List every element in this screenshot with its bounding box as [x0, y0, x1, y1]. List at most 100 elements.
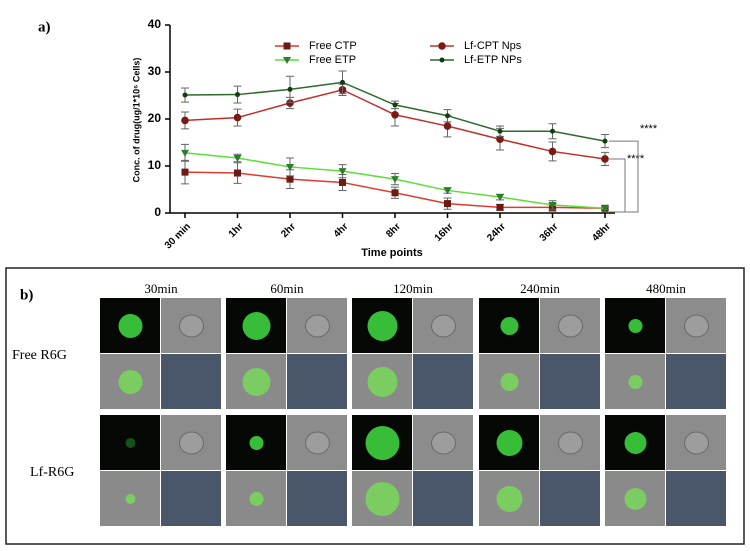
cell-outline — [431, 431, 456, 455]
marker — [601, 205, 609, 213]
empty-tile — [161, 471, 221, 526]
merged-cell — [628, 375, 643, 389]
marker — [439, 57, 445, 63]
fluorescent-cell — [628, 319, 643, 333]
panel-frame — [5, 267, 745, 545]
fluorescent-cell — [367, 311, 398, 341]
fluorescent-cell — [242, 312, 271, 340]
marker — [443, 187, 452, 195]
legend-label: Lf-CPT Nps — [464, 40, 522, 52]
merged-cell — [624, 488, 647, 510]
row-label: Lf-R6G — [30, 465, 74, 480]
empty-tile — [413, 354, 473, 409]
marker — [283, 57, 291, 64]
marker — [548, 202, 557, 210]
empty-tile — [666, 471, 726, 526]
x-tick-label: 1hr — [227, 221, 246, 240]
x-tick-label: 2hr — [279, 221, 298, 240]
marker — [550, 128, 555, 134]
cell-outline — [558, 431, 583, 455]
column-label: 240min — [520, 281, 560, 296]
empty-tile — [540, 354, 600, 409]
annotation: **** — [627, 153, 645, 165]
empty-tile — [666, 354, 726, 409]
x-tick-label: 16hr — [433, 221, 456, 244]
marker — [445, 113, 450, 119]
fluorescent-cell — [496, 430, 523, 456]
fluorescent-cell — [500, 317, 519, 335]
cell-outline — [305, 431, 330, 455]
cell-outline — [179, 314, 204, 338]
marker — [181, 149, 189, 157]
merged-cell — [249, 492, 264, 506]
marker — [286, 175, 294, 183]
marker — [287, 86, 293, 92]
marker — [283, 42, 291, 50]
x-tick-label: 8hr — [384, 221, 403, 240]
marker — [286, 163, 294, 171]
marker — [338, 168, 347, 176]
fluorescent-cell — [118, 314, 143, 338]
x-axis-label: Time points — [361, 247, 423, 259]
panel-label: b) — [20, 287, 33, 303]
marker — [181, 116, 189, 125]
y-axis-label: Conc. of drug(ug/1*10⁶ Cells) — [131, 58, 141, 183]
marker — [602, 138, 608, 144]
fluorescent-cell — [624, 432, 647, 454]
marker — [496, 203, 504, 211]
empty-tile — [540, 471, 600, 526]
legend-label: Lf-ETP NPs — [464, 54, 522, 66]
cell-outline — [179, 431, 204, 455]
row-label: Free R6G — [12, 348, 67, 363]
legend-label: Free CTP — [309, 40, 357, 52]
y-tick-label: 0 — [154, 205, 161, 219]
panel-label: a) — [38, 19, 51, 35]
empty-tile — [161, 354, 221, 409]
merged-cell — [125, 494, 136, 504]
marker — [340, 79, 345, 85]
marker — [496, 135, 504, 144]
fluorescent-cell — [365, 426, 400, 460]
marker — [233, 155, 242, 163]
marker — [444, 200, 451, 208]
marker — [233, 113, 242, 122]
cell-outline — [558, 314, 583, 338]
significance-bracket — [609, 140, 639, 213]
empty-tile — [413, 471, 473, 526]
column-label: 120min — [393, 281, 433, 296]
marker — [391, 176, 399, 184]
merged-cell — [118, 370, 143, 394]
cell-outline — [431, 314, 456, 338]
column-label: 30min — [144, 281, 178, 296]
column-label: 60min — [270, 281, 304, 296]
marker — [497, 128, 503, 134]
x-tick-label: 24hr — [485, 221, 508, 244]
y-tick-label: 10 — [148, 158, 162, 172]
x-tick-label: 36hr — [538, 221, 561, 244]
empty-tile — [287, 354, 347, 409]
x-tick-label: 30 min — [163, 221, 193, 251]
cell-outline — [684, 431, 709, 455]
marker — [548, 147, 557, 156]
legend-label: Free ETP — [309, 54, 356, 66]
fluorescent-cell — [249, 436, 264, 450]
y-tick-label: 30 — [148, 64, 162, 78]
merged-cell — [500, 373, 519, 391]
cell-outline — [305, 314, 330, 338]
marker — [601, 155, 609, 163]
marker — [443, 122, 452, 130]
y-tick-label: 20 — [148, 111, 162, 125]
fluorescent-cell — [125, 438, 136, 448]
marker — [235, 92, 240, 98]
marker — [391, 110, 399, 119]
x-tick-label: 4hr — [332, 221, 351, 240]
marker — [339, 178, 346, 186]
cell-outline — [684, 314, 709, 338]
empty-tile — [287, 471, 347, 526]
merged-cell — [242, 368, 271, 396]
marker — [496, 194, 504, 202]
significance-bracket — [609, 158, 626, 213]
column-label: 480min — [646, 281, 686, 296]
merged-cell — [367, 367, 398, 397]
